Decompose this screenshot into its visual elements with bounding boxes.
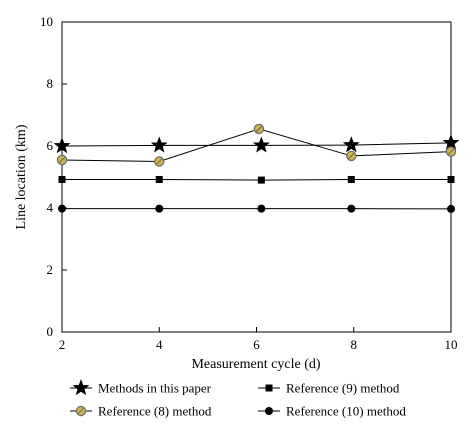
data-point [442, 134, 460, 151]
y-tick-label: 8 [47, 76, 54, 91]
series-2 [56, 123, 457, 167]
marker-slash [255, 125, 263, 133]
x-tick-label: 2 [59, 337, 66, 352]
data-point [252, 136, 270, 153]
y-ticks: 0 2 4 6 8 10 [40, 14, 67, 339]
x-axis-title: Measurement cycle (d) [191, 357, 320, 372]
x-tick-label: 8 [351, 337, 358, 352]
data-point [154, 156, 165, 167]
series-1 [53, 134, 460, 154]
data-point [346, 150, 357, 162]
legend: Methods in this paper Reference (8) metho… [70, 379, 406, 419]
data-point [155, 175, 163, 183]
data-point [342, 136, 360, 153]
legend-item: Reference (9) method [258, 381, 400, 396]
series-3 [58, 175, 455, 184]
data-point [150, 136, 168, 153]
x-tick-label: 10 [445, 337, 458, 352]
x-tick-label: 6 [253, 337, 260, 352]
y-tick-label: 4 [47, 200, 54, 215]
marker-slash [447, 148, 455, 155]
y-tick-label: 0 [47, 324, 54, 339]
data-point [447, 204, 455, 213]
data-point [445, 146, 457, 157]
data-point [447, 175, 455, 183]
x-tick-label: 4 [156, 337, 163, 352]
legend-label: Reference (8) method [98, 404, 212, 419]
series-line [62, 178, 451, 181]
marker-slash [58, 156, 66, 164]
legend-label: Reference (10) method [286, 404, 406, 419]
y-tick-label: 10 [40, 14, 53, 29]
data-point [58, 175, 66, 183]
y-axis-title: Line location (km) [14, 124, 29, 229]
data-point [58, 204, 66, 213]
x-ticks: 2 4 6 8 10 [59, 327, 458, 352]
legend-label: Methods in this paper [98, 381, 212, 396]
series-4 [58, 204, 455, 213]
marker-slash [155, 158, 163, 165]
legend-marker [72, 379, 90, 396]
data-point [53, 137, 71, 154]
data-point [56, 154, 68, 166]
data-point [253, 123, 265, 135]
data-point [155, 204, 164, 213]
marker-slash [77, 407, 85, 415]
legend-item: Reference (8) method [70, 404, 212, 419]
y-tick-label: 6 [47, 138, 54, 153]
legend-item: Methods in this paper [70, 379, 212, 396]
legend-item: Reference (10) method [258, 404, 406, 419]
y-tick-label: 2 [47, 262, 54, 277]
legend-marker [75, 405, 87, 417]
legend-marker [265, 384, 273, 392]
data-point [257, 204, 266, 213]
marker-slash [347, 152, 355, 160]
legend-label: Reference (9) method [286, 381, 400, 396]
legend-marker [265, 407, 273, 415]
data-point [257, 176, 265, 184]
series-group [53, 123, 460, 213]
plot-frame [61, 21, 452, 333]
data-point [347, 204, 356, 213]
data-point [347, 175, 355, 183]
